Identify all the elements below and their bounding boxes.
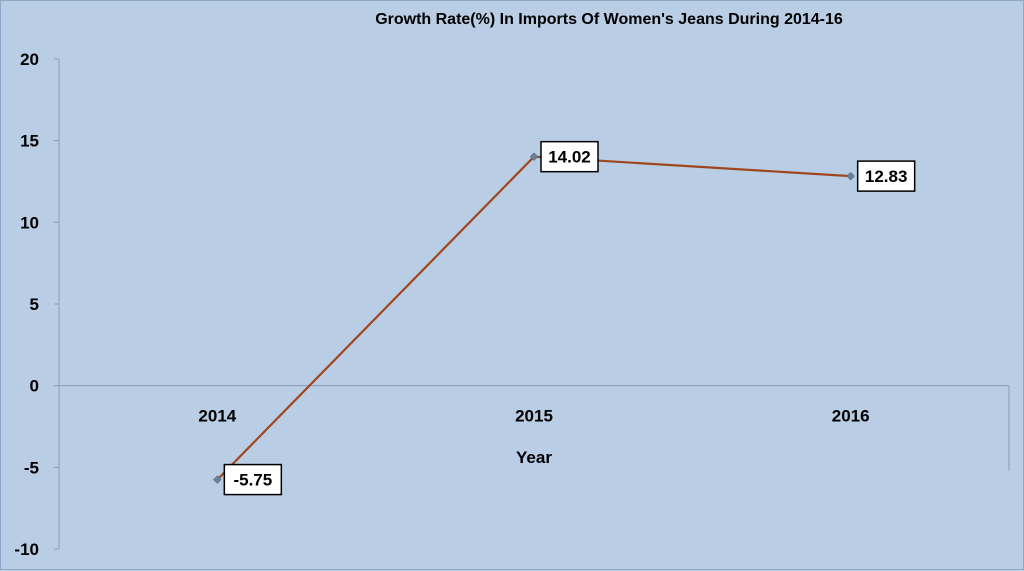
y-tick-label: 10 <box>20 213 39 232</box>
data-series: -5.75 14.02 12.83 <box>212 140 916 496</box>
y-tick-label: 5 <box>30 295 39 314</box>
data-label-box <box>540 140 599 173</box>
data-label: 14.02 <box>548 148 591 167</box>
x-tick-label: 2015 <box>515 407 553 426</box>
y-axis: 20 15 10 5 0 -5 -10 <box>14 50 60 559</box>
y-tick-label: 20 <box>20 50 39 69</box>
y-tick-label: 15 <box>20 132 39 151</box>
data-point-marker <box>846 171 856 181</box>
data-point-marker <box>212 475 222 484</box>
x-tick-label: 2016 <box>832 407 870 426</box>
data-label: -5.75 <box>233 471 272 490</box>
data-label-box <box>856 160 916 192</box>
y-tick-label: -10 <box>14 540 39 559</box>
x-tick-label: 2014 <box>198 407 236 426</box>
chart-title: Growth Rate(%) In Imports Of Women's Jea… <box>375 11 843 28</box>
x-axis-title: Year <box>516 448 552 467</box>
y-tick-label: -5 <box>24 458 39 477</box>
series-line <box>216 155 851 481</box>
data-label: 12.83 <box>865 167 908 186</box>
x-axis: 2014 2015 2016 <box>59 385 1010 471</box>
data-label-box <box>223 463 283 496</box>
data-point-marker <box>529 152 539 162</box>
y-tick-label: 0 <box>30 377 39 396</box>
